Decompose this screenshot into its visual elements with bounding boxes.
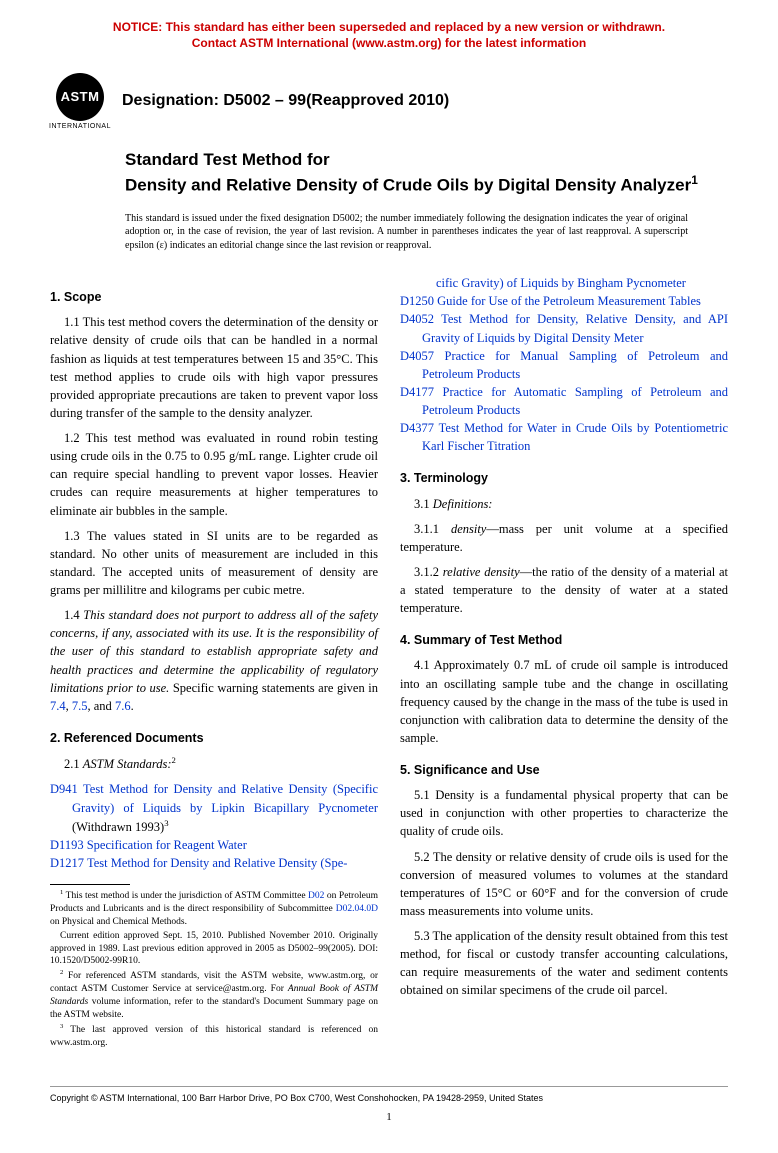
notice-line2: Contact ASTM International (www.astm.org… — [192, 36, 586, 50]
scope-1-4: 1.4 This standard does not purport to ad… — [50, 606, 378, 715]
header-row: ASTM INTERNATIONAL Designation: D5002 – … — [50, 71, 728, 131]
ref-d1250: D1250 Guide for Use of the Petroleum Mea… — [422, 292, 728, 310]
ref-code[interactable]: D4057 — [400, 349, 434, 363]
ref-d4052: D4052 Test Method for Density, Relative … — [422, 310, 728, 346]
terminology-heading: 3. Terminology — [400, 469, 728, 487]
link-7-6[interactable]: 7.6 — [115, 699, 131, 713]
scope-1-3: 1.3 The values stated in SI units are to… — [50, 527, 378, 600]
ref-d4057: D4057 Practice for Manual Sampling of Pe… — [422, 347, 728, 383]
document-title: Standard Test Method for Density and Rel… — [125, 149, 728, 198]
logo-circle: ASTM — [56, 73, 104, 121]
significance-heading: 5. Significance and Use — [400, 761, 728, 779]
ref-d1217-cont: cific Gravity) of Liquids by Bingham Pyc… — [436, 274, 728, 292]
scope-1-1: 1.1 This test method covers the determin… — [50, 313, 378, 422]
left-column: 1. Scope 1.1 This test method covers the… — [50, 274, 378, 1050]
title-footnote-ref: 1 — [691, 173, 698, 187]
astm-logo: ASTM INTERNATIONAL — [50, 71, 110, 131]
link-7-5[interactable]: 7.5 — [72, 699, 88, 713]
two-column-body: 1. Scope 1.1 This test method covers the… — [50, 274, 728, 1050]
ref-code[interactable]: D4052 — [400, 312, 434, 326]
issuance-note: This standard is issued under the fixed … — [125, 212, 688, 253]
right-column: cific Gravity) of Liquids by Bingham Pyc… — [400, 274, 728, 1050]
title-block: Standard Test Method for Density and Rel… — [125, 149, 728, 198]
refs-2-1: 2.1 ASTM Standards:2 — [50, 754, 378, 773]
footnote-2: 2 For referenced ASTM standards, visit t… — [50, 969, 378, 1021]
ref-code[interactable]: D1217 — [50, 856, 84, 870]
page-number: 1 — [50, 1111, 728, 1123]
title-line1: Standard Test Method for — [125, 150, 330, 169]
ref-code[interactable]: D4377 — [400, 421, 434, 435]
page: NOTICE: This standard has either been su… — [0, 0, 778, 1153]
sig-5-2: 5.2 The density or relative density of c… — [400, 848, 728, 921]
ref-code[interactable]: D1250 — [400, 294, 434, 308]
def-relative-density: 3.1.2 relative density—the ratio of the … — [400, 563, 728, 617]
footnote-rule — [50, 884, 130, 885]
designation: Designation: D5002 – 99(Reapproved 2010) — [122, 92, 449, 110]
def-density: 3.1.1 density—mass per unit volume at a … — [400, 520, 728, 556]
copyright-line: Copyright © ASTM International, 100 Barr… — [50, 1086, 728, 1103]
referenced-docs-heading: 2. Referenced Documents — [50, 729, 378, 747]
scope-heading: 1. Scope — [50, 288, 378, 306]
sig-5-1: 5.1 Density is a fundamental physical pr… — [400, 786, 728, 840]
logo-subtext: INTERNATIONAL — [49, 123, 111, 130]
title-line2: Density and Relative Density of Crude Oi… — [125, 176, 691, 195]
term-3-1: 3.1 Definitions: — [400, 495, 728, 513]
sig-5-3: 5.3 The application of the density resul… — [400, 927, 728, 1000]
link-d02[interactable]: D02 — [308, 891, 324, 901]
footnote-1: 1 This test method is under the jurisdic… — [50, 889, 378, 929]
ref-d4377: D4377 Test Method for Water in Crude Oil… — [422, 419, 728, 455]
ref-d4177: D4177 Practice for Automatic Sampling of… — [422, 383, 728, 419]
notice-banner: NOTICE: This standard has either been su… — [50, 20, 728, 51]
footnote-3: 3 The last approved version of this hist… — [50, 1023, 378, 1050]
summary-4-1: 4.1 Approximately 0.7 mL of crude oil sa… — [400, 656, 728, 747]
ref-d1193: D1193 Specification for Reagent Water — [72, 836, 378, 854]
link-7-4[interactable]: 7.4 — [50, 699, 66, 713]
ref-d1217: D1217 Test Method for Density and Relati… — [72, 854, 378, 872]
ref-code[interactable]: D941 — [50, 782, 78, 796]
scope-1-2: 1.2 This test method was evaluated in ro… — [50, 429, 378, 520]
footnote-1-cont: Current edition approved Sept. 15, 2010.… — [50, 930, 378, 968]
ref-code[interactable]: D1193 — [50, 838, 84, 852]
ref-d941: D941 Test Method for Density and Relativ… — [72, 780, 378, 836]
ref-code[interactable]: D4177 — [400, 385, 434, 399]
summary-heading: 4. Summary of Test Method — [400, 631, 728, 649]
notice-line1: NOTICE: This standard has either been su… — [113, 20, 665, 34]
link-d02-04-0d[interactable]: D02.04.0D — [336, 904, 378, 914]
